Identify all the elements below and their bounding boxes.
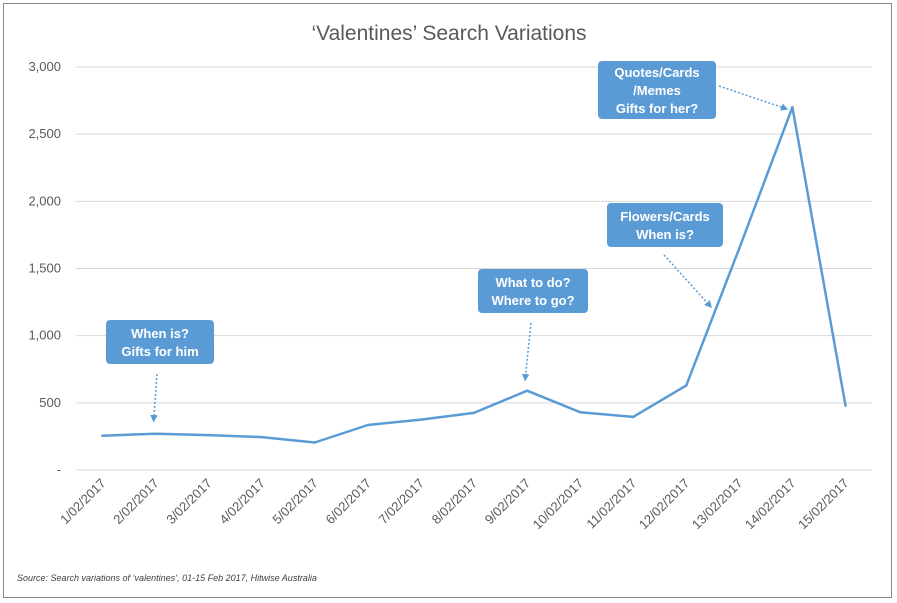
data-point	[260, 435, 264, 439]
x-tick-label: 15/02/2017	[795, 476, 852, 533]
x-tick-label: 12/02/2017	[636, 476, 693, 533]
annotation-callout: When is? Gifts for him	[106, 320, 214, 423]
data-point	[472, 411, 476, 415]
data-point	[791, 106, 794, 109]
data-point	[154, 432, 157, 436]
x-tick-label: 6/02/2017	[322, 476, 374, 528]
y-tick-label: -	[57, 462, 61, 477]
annotation-text: /Memes	[633, 83, 681, 98]
data-point	[525, 389, 529, 393]
annotation-box	[598, 61, 716, 119]
series-layer	[101, 106, 847, 444]
series-line	[102, 106, 847, 444]
data-point	[366, 423, 370, 427]
x-tick-label: 3/02/2017	[163, 476, 215, 528]
x-tick-label: 1/02/2017	[57, 476, 109, 528]
annotation-text: What to do?	[495, 275, 570, 290]
annotation-text: Gifts for him	[121, 344, 198, 359]
annotation-arrow	[663, 254, 713, 309]
annotation-text: Gifts for her?	[616, 101, 698, 116]
annotation-text: When is?	[131, 326, 189, 341]
x-tick-label: 10/02/2017	[530, 476, 587, 533]
x-tick-label: 13/02/2017	[689, 476, 746, 533]
data-point	[578, 410, 582, 414]
data-point	[101, 434, 104, 438]
y-tick-label: 2,000	[28, 193, 61, 208]
source-note: Source: Search variations of ‘valentines…	[17, 573, 317, 583]
x-tick-label: 2/02/2017	[110, 476, 162, 528]
chart-frame: ‘Valentines’ Search Variations - 500 1,000…	[3, 3, 892, 598]
x-tick-label: 11/02/2017	[583, 476, 639, 532]
data-point	[684, 384, 688, 387]
annotation-text: Where to go?	[491, 293, 574, 308]
x-tick-label: 9/02/2017	[482, 476, 534, 528]
annotation-text: When is?	[636, 227, 694, 242]
x-tick-label: 4/02/2017	[216, 476, 268, 528]
y-tick-label: 1,500	[28, 261, 61, 276]
y-tick-label: 2,500	[28, 126, 61, 141]
x-tick-label: 14/02/2017	[742, 476, 799, 533]
x-tick-label: 8/02/2017	[429, 476, 481, 528]
y-tick-label: 1,000	[28, 328, 61, 343]
y-tick-label: 3,000	[28, 59, 61, 74]
data-point	[738, 247, 741, 250]
x-axis-tick-labels: 1/02/2017 2/02/2017 3/02/2017 4/02/2017 5/02…	[57, 476, 851, 533]
annotation-callout: Flowers/Cards When is?	[607, 203, 723, 309]
y-axis-tick-labels: - 500 1,000 1,500 2,000 2,500 3,000	[28, 59, 61, 477]
annotation-text: Flowers/Cards	[620, 209, 710, 224]
x-tick-label: 5/02/2017	[269, 476, 321, 528]
line-chart: ‘Valentines’ Search Variations - 500 1,000…	[17, 22, 872, 583]
data-point	[419, 418, 423, 421]
x-tick-label: 7/02/2017	[376, 476, 428, 528]
data-point	[313, 441, 317, 444]
data-point	[631, 415, 635, 419]
annotations: When is? Gifts for him What to do? Where to…	[106, 61, 789, 423]
y-tick-label: 500	[39, 395, 61, 410]
annotation-callout: Quotes/Cards/Memes Gifts for her?	[598, 61, 789, 119]
gridlines	[76, 66, 872, 471]
annotation-arrow	[150, 373, 158, 423]
annotation-arrow	[718, 85, 789, 111]
annotation-box	[106, 320, 214, 364]
data-point	[844, 404, 847, 407]
annotation-box	[607, 203, 723, 247]
annotation-callout: What to do? Where to go?	[478, 269, 588, 382]
data-point	[207, 433, 210, 437]
chart-title: ‘Valentines’ Search Variations	[311, 22, 586, 45]
annotation-arrow	[521, 322, 532, 382]
annotation-box	[478, 269, 588, 313]
annotation-text: Quotes/Cards	[614, 65, 699, 80]
